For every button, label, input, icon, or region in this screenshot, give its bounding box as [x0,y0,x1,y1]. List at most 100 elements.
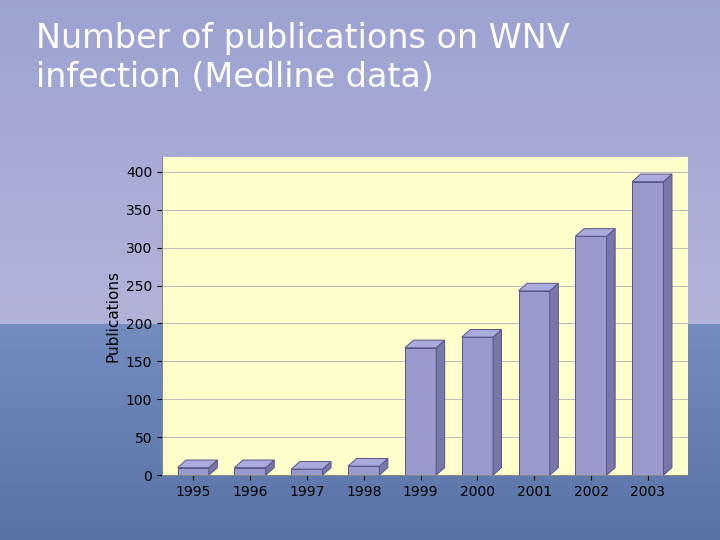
Bar [0,416,720,421]
Bar [0,180,720,189]
Bar [0,216,720,225]
Polygon shape [323,462,331,475]
Polygon shape [235,460,274,468]
Bar [0,459,720,464]
Bar [0,135,720,144]
Polygon shape [632,174,672,181]
Text: Number of publications on WNV
infection (Medline data): Number of publications on WNV infection … [36,22,570,94]
Bar [292,469,323,475]
Bar [0,279,720,288]
Bar [462,337,493,475]
Bar [0,144,720,153]
Bar [0,443,720,448]
Bar [0,243,720,252]
Bar [0,207,720,216]
Polygon shape [518,284,558,291]
Bar [0,346,720,351]
Bar [0,171,720,180]
Bar [0,508,720,513]
Polygon shape [209,460,217,475]
Bar [0,491,720,497]
Polygon shape [493,329,502,475]
Polygon shape [178,460,217,468]
Bar [0,81,720,90]
Bar [162,475,688,487]
Bar [348,466,379,475]
Bar [0,340,720,346]
Bar [0,198,720,207]
Bar [0,306,720,315]
Bar [0,108,720,117]
Bar [0,63,720,72]
Bar [575,237,607,475]
Bar [0,513,720,518]
Polygon shape [607,228,615,475]
Polygon shape [405,340,445,348]
Bar [0,481,720,486]
Bar [0,524,720,529]
Bar [0,378,720,383]
Bar [0,351,720,356]
Bar [0,362,720,367]
Bar [0,329,720,335]
Bar [0,9,720,18]
Bar [0,383,720,389]
Y-axis label: Publications: Publications [105,270,120,362]
Bar [0,45,720,54]
Bar [0,410,720,416]
Bar [0,324,720,329]
Bar [0,234,720,243]
Bar [0,373,720,378]
Bar [0,497,720,502]
Bar [0,288,720,297]
Bar [0,117,720,126]
Bar [0,261,720,270]
Bar [0,529,720,535]
Bar [0,427,720,432]
Bar [0,36,720,45]
Polygon shape [575,228,615,237]
Bar [0,153,720,162]
Bar [0,470,720,475]
Bar [0,162,720,171]
Bar [0,437,720,443]
Bar [0,448,720,454]
Bar [0,389,720,394]
Bar [0,189,720,198]
Bar [0,486,720,491]
Bar [0,502,720,508]
Bar [0,400,720,405]
Polygon shape [462,329,502,337]
Polygon shape [436,340,445,475]
Bar [0,356,720,362]
Bar [0,475,720,481]
Bar [0,18,720,27]
Bar [0,27,720,36]
Bar [0,405,720,410]
Bar [0,535,720,540]
Bar [0,72,720,81]
Bar [0,225,720,234]
Bar [0,464,720,470]
Bar [0,126,720,135]
Bar [0,421,720,427]
Bar [0,394,720,400]
Bar [0,367,720,373]
Polygon shape [292,462,331,469]
Bar [0,297,720,306]
Bar [0,99,720,108]
Bar [0,0,720,9]
Polygon shape [266,460,274,475]
Bar [0,270,720,279]
Bar [0,454,720,459]
Polygon shape [379,458,388,475]
Bar [178,468,209,475]
Bar [518,291,550,475]
Bar [0,518,720,524]
Bar [0,252,720,261]
Polygon shape [348,458,388,466]
Bar [0,315,720,324]
Bar [405,348,436,475]
Bar [632,181,663,475]
Polygon shape [663,174,672,475]
